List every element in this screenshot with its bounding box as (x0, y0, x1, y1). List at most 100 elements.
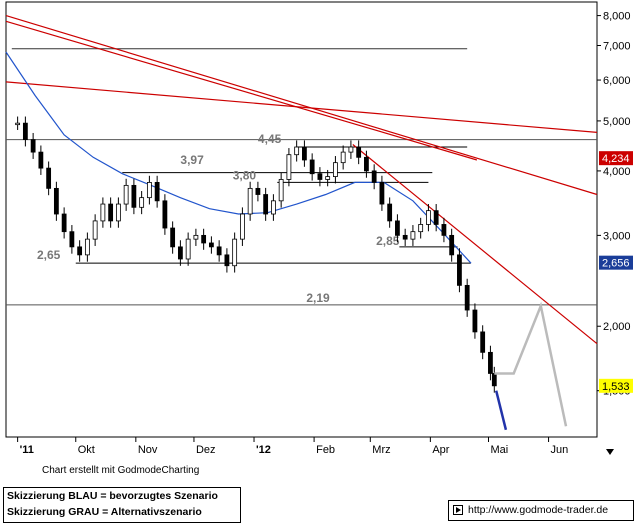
candle (387, 203, 393, 222)
candle (84, 238, 90, 256)
candle (317, 173, 323, 180)
candle (146, 182, 152, 199)
red-trendline (5, 20, 478, 161)
y-tick-label: 4,000 (603, 166, 631, 178)
candle (224, 254, 230, 267)
price-tag-label: 4,234 (602, 153, 630, 165)
x-tick-label: Jun (551, 444, 569, 456)
candle (472, 309, 478, 333)
price-tag-label: 2,656 (602, 258, 630, 270)
y-tick-label: 6,000 (603, 75, 631, 87)
link-arrow-icon (453, 505, 463, 515)
candle (201, 234, 207, 244)
plot-frame (5, 1, 598, 438)
scenario-legend: Skizzierung BLAU = bevorzugtes Szenario … (3, 487, 241, 523)
candle (340, 151, 346, 164)
level-label: 4,45 (258, 132, 282, 146)
candle (271, 200, 276, 215)
x-tick-label: Dez (196, 444, 216, 456)
candle (255, 187, 261, 195)
website-link[interactable]: http://www.godmode-trader.de (448, 500, 634, 521)
candle (15, 122, 21, 126)
level-label: 3,80 (233, 169, 257, 183)
x-tick-label: Apr (432, 444, 449, 456)
candle (402, 234, 408, 240)
candle (61, 213, 67, 233)
level-label: 2,85 (376, 234, 400, 248)
candle (449, 234, 455, 256)
candle (294, 146, 300, 156)
chart-credit: Chart erstellt mit GodmodeCharting (42, 465, 200, 476)
x-tick-label: '11 (20, 444, 34, 456)
candle (418, 224, 424, 233)
candle (491, 373, 497, 387)
candle (426, 210, 431, 225)
candle (131, 184, 137, 208)
x-tick-label: '12 (256, 444, 271, 456)
candle (364, 156, 369, 172)
red-trendline (5, 81, 598, 133)
candle (325, 176, 331, 180)
candle (216, 246, 222, 256)
candle (170, 227, 176, 248)
candle (154, 182, 160, 202)
x-tick-label: Mrz (372, 444, 390, 456)
candle (379, 182, 385, 205)
candle (108, 203, 114, 222)
level-label: 2,65 (37, 248, 61, 262)
level-label: 2,19 (306, 291, 330, 305)
candle (395, 220, 400, 236)
candle (239, 213, 245, 240)
red-trendline (5, 15, 598, 196)
red-trendline (352, 144, 598, 345)
y-tick-label: 5,000 (603, 116, 631, 128)
y-tick-label: 8,000 (603, 11, 631, 23)
candle (464, 284, 470, 311)
candle (232, 238, 238, 267)
candle (480, 331, 486, 353)
candle (185, 238, 191, 260)
candle (92, 220, 98, 240)
price-tag-label: 1,533 (602, 381, 630, 393)
candle (46, 167, 52, 189)
candle (177, 246, 183, 260)
candle (333, 162, 338, 177)
price-tag-box (599, 151, 633, 166)
candle (247, 187, 253, 215)
scroll-down-icon (606, 449, 614, 455)
candle (457, 254, 462, 286)
candle (488, 351, 493, 374)
candle (162, 200, 168, 229)
x-tick-label: Okt (78, 444, 95, 456)
candle (77, 246, 83, 256)
candle (410, 231, 416, 240)
candle (139, 197, 145, 208)
legend-grey-scenario: Skizzierung GRAU = Alternativszenario (7, 506, 202, 518)
candle (441, 224, 447, 236)
candle (38, 151, 44, 169)
scenario-grey-line (494, 301, 568, 427)
candle (348, 146, 354, 153)
candle (123, 184, 129, 205)
y-tick-label: 7,000 (603, 41, 631, 53)
candle (309, 159, 315, 175)
y-tick-label: 3,000 (603, 230, 631, 242)
y-tick-label: 2,000 (603, 321, 631, 333)
candle (208, 242, 214, 248)
price-tag-box (599, 378, 633, 393)
website-url: http://www.godmode-trader.de (468, 504, 609, 516)
x-tick-label: Mai (490, 444, 508, 456)
candle (263, 194, 269, 215)
candle (115, 203, 121, 222)
moving-average-line (5, 51, 472, 264)
scenario-blue-line (494, 390, 508, 431)
candle (356, 146, 362, 158)
level-label: 3,97 (180, 153, 204, 167)
price-tag-box (599, 255, 633, 270)
candle (371, 170, 377, 183)
candle (433, 210, 439, 225)
x-tick-label: Feb (316, 444, 335, 456)
candle (286, 154, 292, 180)
candle (193, 234, 199, 240)
